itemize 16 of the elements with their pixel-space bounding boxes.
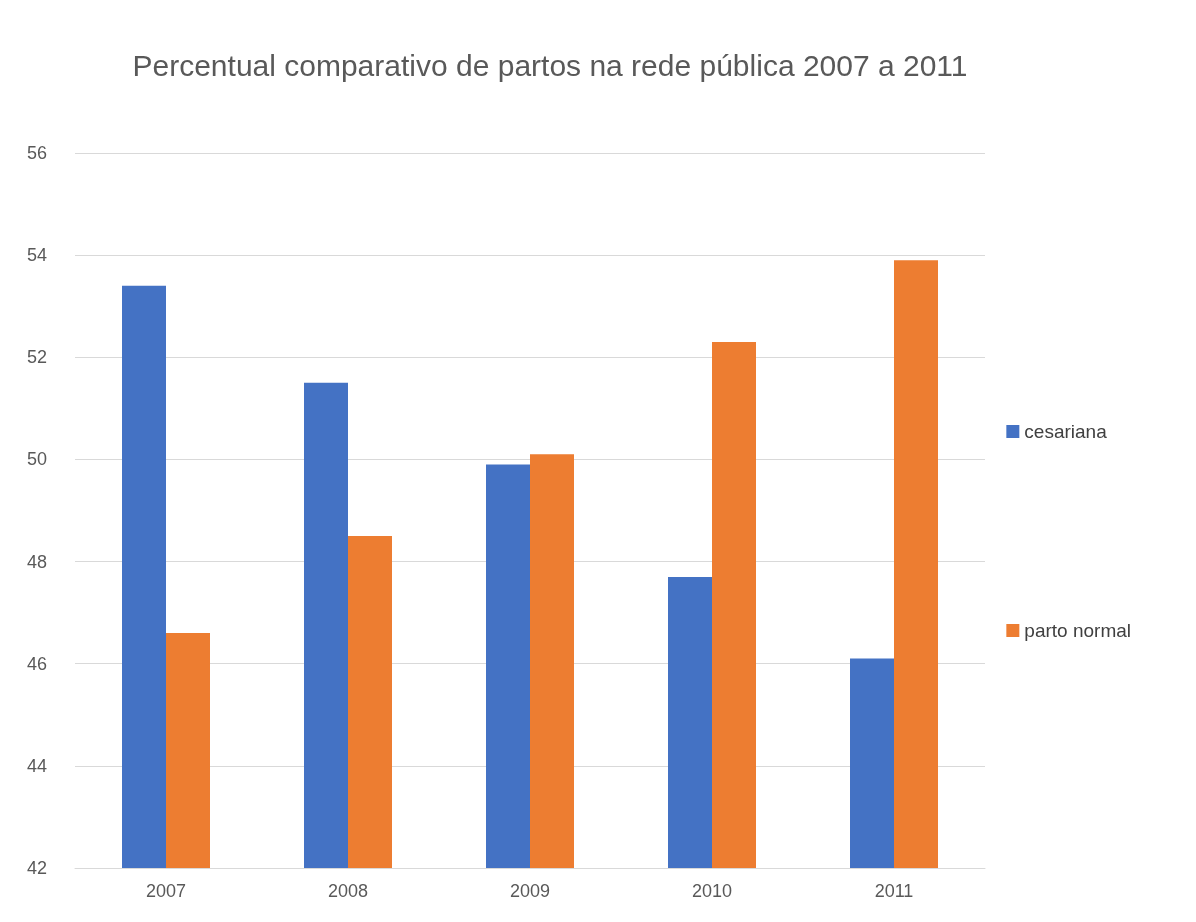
chart-title: Percentual comparativo de partos na rede pública 2007 a 2011 <box>132 48 968 82</box>
x-tick-label: 2008 <box>327 881 369 901</box>
legend-label: parto normal <box>1024 620 1132 641</box>
x-tick-label: 2010 <box>691 881 733 901</box>
x-tick-label: 2011 <box>874 881 914 901</box>
y-tick-label: 48 <box>26 551 47 572</box>
y-tick-label: 44 <box>26 755 47 776</box>
y-tick-label: 52 <box>26 347 47 368</box>
y-tick-label: 42 <box>26 858 47 878</box>
y-tick-label: 56 <box>26 143 47 163</box>
legend-label: cesariana <box>1024 421 1108 442</box>
x-tick-label: 2009 <box>509 881 551 901</box>
y-tick-label: 54 <box>26 245 47 266</box>
y-tick-label: 50 <box>26 449 47 470</box>
y-tick-label: 46 <box>26 653 47 674</box>
x-tick-label: 2007 <box>145 881 187 901</box>
